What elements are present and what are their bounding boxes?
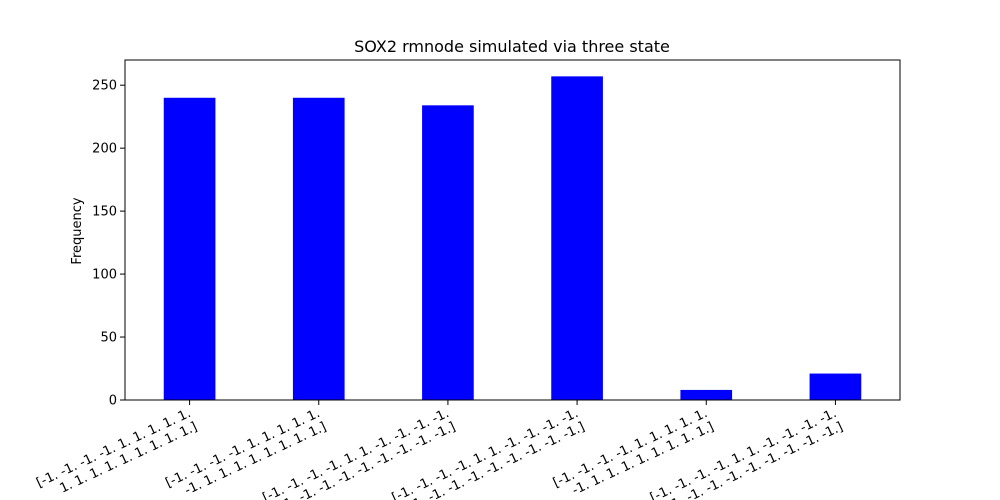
bar-4 [551, 76, 603, 401]
bar-2 [292, 97, 345, 401]
y-tick-label: 100 [92, 268, 117, 283]
bars-group [163, 76, 862, 401]
y-tick-label: 150 [92, 205, 117, 220]
x-axis-ticks: [-1. -1. -1. -1. 1. 1. 1. 1. 1.1. 1. 1. … [34, 400, 845, 500]
chart-title: SOX2 rmnode simulated via three state [354, 37, 670, 56]
plot-frame [124, 59, 901, 401]
bar-3 [422, 105, 474, 400]
y-axis-ticks: 0 50 100 150 200 250 [92, 79, 125, 409]
y-axis-label: Frequency [70, 197, 85, 264]
y-tick-label: 50 [100, 331, 117, 346]
y-tick-label: 0 [109, 394, 117, 409]
bar-1 [163, 97, 216, 401]
y-tick-label: 200 [92, 142, 117, 157]
bar-6 [809, 373, 862, 400]
bar-5 [680, 389, 733, 400]
y-tick-label: 250 [92, 79, 117, 94]
